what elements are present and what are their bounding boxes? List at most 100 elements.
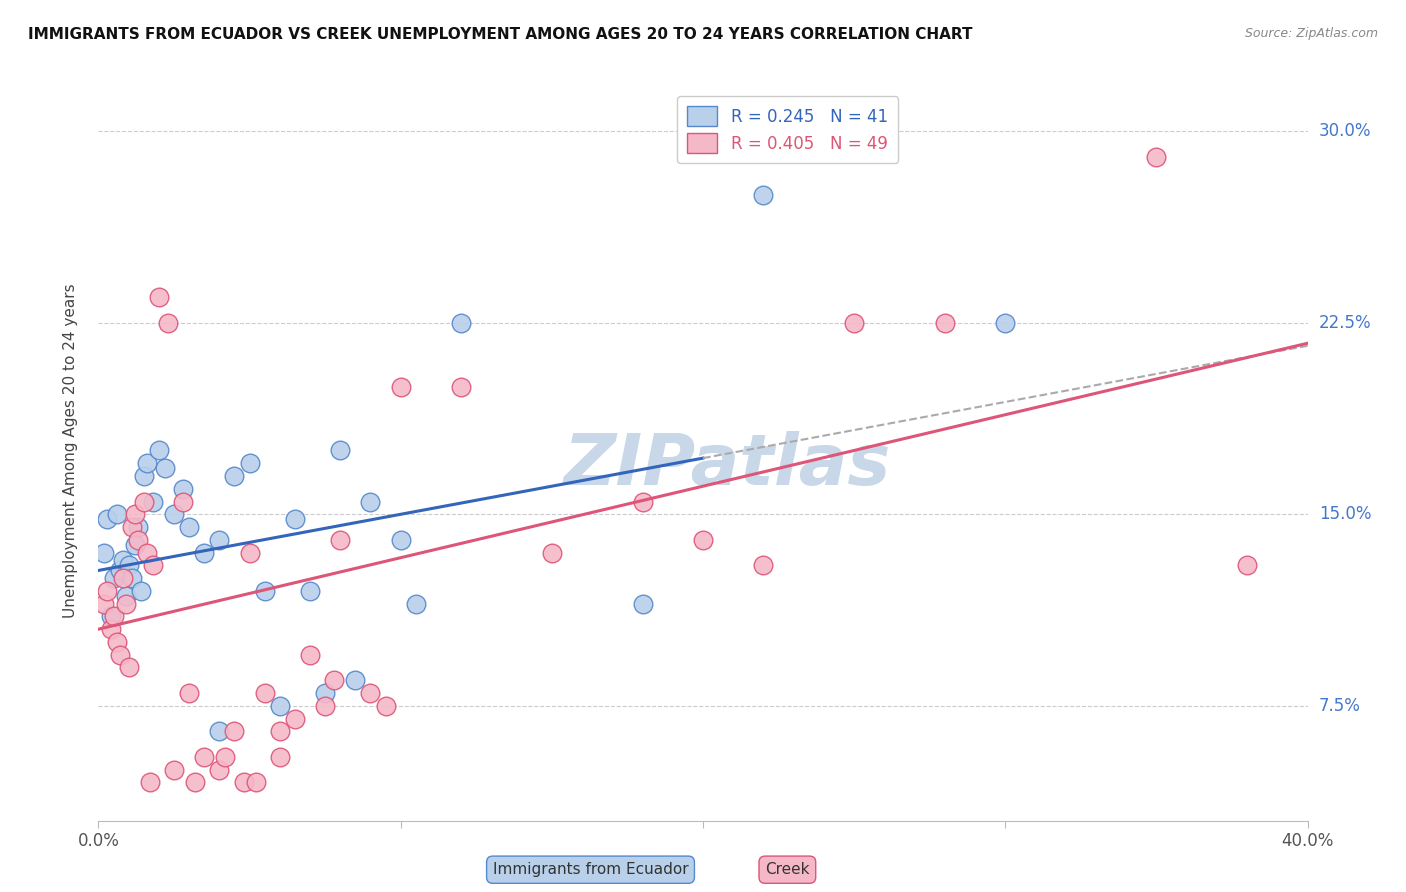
Point [163, 508, 186, 522]
Point [193, 545, 215, 559]
Point [994, 316, 1017, 330]
Point [208, 533, 231, 547]
Point [124, 508, 146, 522]
Point [752, 188, 775, 202]
Text: 15.0%: 15.0% [1319, 505, 1371, 524]
Point [631, 494, 654, 508]
Point [1236, 558, 1258, 573]
Point [245, 775, 267, 789]
Text: Creek: Creek [765, 863, 810, 877]
Point [148, 443, 170, 458]
Point [692, 533, 714, 547]
Point [450, 379, 472, 393]
Point [323, 673, 346, 688]
Point [121, 571, 143, 585]
Point [284, 712, 307, 726]
Point [121, 520, 143, 534]
Point [329, 443, 352, 458]
Point [844, 316, 866, 330]
Point [344, 673, 367, 688]
Point [1146, 150, 1168, 164]
Point [405, 597, 427, 611]
Point [193, 749, 215, 764]
Point [269, 749, 291, 764]
Text: 30.0%: 30.0% [1319, 122, 1371, 140]
Point [142, 494, 165, 508]
Point [111, 571, 134, 585]
Point [631, 597, 654, 611]
Text: IMMIGRANTS FROM ECUADOR VS CREEK UNEMPLOYMENT AMONG AGES 20 TO 24 YEARS CORRELAT: IMMIGRANTS FROM ECUADOR VS CREEK UNEMPLO… [28, 27, 973, 42]
Point [135, 545, 157, 559]
Point [105, 635, 128, 649]
Point [108, 648, 131, 662]
Point [389, 379, 412, 393]
Point [139, 775, 162, 789]
Point [127, 520, 149, 534]
Point [163, 763, 186, 777]
Point [153, 461, 176, 475]
Point [752, 558, 775, 573]
Point [96, 583, 118, 598]
Point [118, 558, 141, 573]
Point [93, 545, 115, 559]
Point [360, 494, 382, 508]
Point [253, 686, 276, 700]
Point [934, 316, 956, 330]
Point [93, 597, 115, 611]
Point [208, 724, 231, 739]
Legend: R = 0.245   N = 41, R = 0.405   N = 49: R = 0.245 N = 41, R = 0.405 N = 49 [678, 96, 898, 163]
Point [314, 686, 336, 700]
Point [239, 456, 262, 470]
Point [360, 686, 382, 700]
Point [224, 724, 246, 739]
Point [108, 564, 131, 578]
Point [450, 316, 472, 330]
Point [148, 290, 170, 304]
Point [96, 512, 118, 526]
Point [103, 571, 125, 585]
Point [329, 533, 352, 547]
Point [208, 763, 231, 777]
Y-axis label: Unemployment Among Ages 20 to 24 years: Unemployment Among Ages 20 to 24 years [63, 283, 77, 618]
Point [314, 698, 336, 713]
Point [100, 622, 122, 636]
Point [239, 545, 262, 559]
Text: Source: ZipAtlas.com: Source: ZipAtlas.com [1244, 27, 1378, 40]
Point [132, 494, 155, 508]
Point [540, 545, 562, 559]
Point [100, 609, 122, 624]
Point [692, 112, 714, 126]
Point [389, 533, 412, 547]
Point [184, 775, 207, 789]
Point [214, 749, 236, 764]
Point [105, 508, 128, 522]
Point [269, 724, 291, 739]
Point [132, 469, 155, 483]
Point [129, 583, 152, 598]
Text: 7.5%: 7.5% [1319, 697, 1361, 714]
Point [124, 538, 146, 552]
Text: 22.5%: 22.5% [1319, 314, 1371, 332]
Text: Immigrants from Ecuador: Immigrants from Ecuador [492, 863, 689, 877]
Point [127, 533, 149, 547]
Point [284, 512, 307, 526]
Point [103, 609, 125, 624]
Point [156, 316, 179, 330]
Point [118, 660, 141, 674]
Point [253, 583, 276, 598]
Point [374, 698, 396, 713]
Point [269, 698, 291, 713]
Text: ZIPatlas: ZIPatlas [564, 431, 891, 500]
Point [111, 553, 134, 567]
Point [114, 589, 136, 603]
Point [179, 686, 201, 700]
Point [224, 469, 246, 483]
Point [172, 482, 194, 496]
Point [299, 583, 322, 598]
Point [135, 456, 157, 470]
Point [114, 597, 136, 611]
Point [172, 494, 194, 508]
Point [142, 558, 165, 573]
Point [232, 775, 254, 789]
Point [179, 520, 201, 534]
